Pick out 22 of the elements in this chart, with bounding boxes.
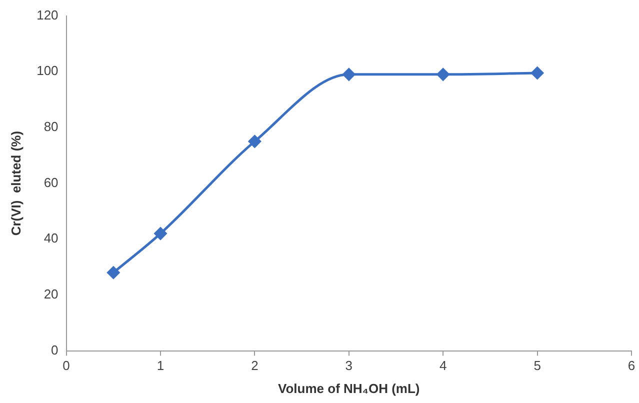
x-tick-label: 6 <box>628 358 636 374</box>
point <box>342 68 356 81</box>
x-tick-label: 0 <box>62 358 70 374</box>
x-tick-label: 3 <box>345 358 353 374</box>
point <box>107 266 120 279</box>
point <box>531 66 544 80</box>
x-tick-label: 2 <box>251 358 258 374</box>
y-tick-label: 80 <box>44 119 58 134</box>
y-tick-label: 20 <box>44 286 58 302</box>
point <box>154 227 167 240</box>
x-axis-title: Volume of NH₄OH (mL) <box>278 380 420 396</box>
y-tick-label: 40 <box>44 230 58 246</box>
y-tick-label: 120 <box>36 7 58 22</box>
x-tick-label: 5 <box>534 358 541 374</box>
y-axis-title: Cr(VI) eluted (%) <box>8 130 24 236</box>
y-tick-label: 0 <box>51 342 58 358</box>
x-tick-label: 4 <box>439 358 447 374</box>
x-tick-label: 1 <box>156 358 164 374</box>
point <box>436 68 450 81</box>
y-tick-label: 100 <box>36 63 58 78</box>
y-tick-label: 60 <box>44 174 58 190</box>
point <box>248 135 261 148</box>
